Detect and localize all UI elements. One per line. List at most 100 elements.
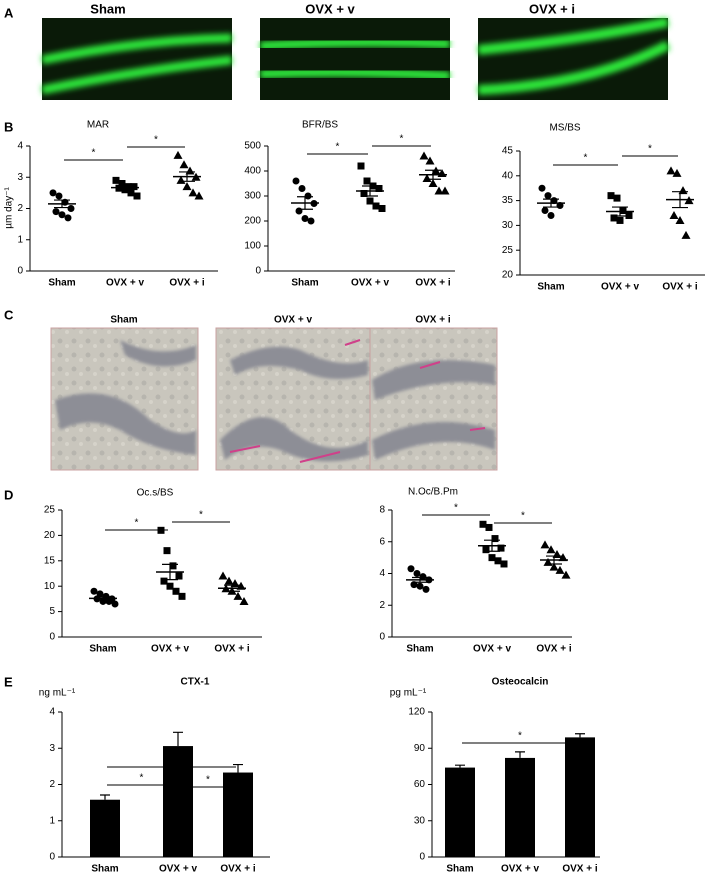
data-point — [166, 582, 174, 590]
data-point — [500, 560, 508, 568]
x-tick-label: OVX + i — [536, 644, 572, 655]
error-bar — [546, 555, 562, 565]
bar — [90, 799, 120, 857]
x-tick-label: Sham — [291, 278, 318, 289]
data-point — [538, 184, 546, 192]
data-point — [547, 211, 555, 219]
error-bar — [612, 206, 628, 217]
data-point — [613, 194, 621, 202]
y-axis-label: ng mL⁻¹ — [39, 688, 76, 699]
data-point — [419, 151, 429, 160]
panel-label: C — [4, 307, 14, 322]
data-point — [178, 592, 186, 600]
y-tick-label: 200 — [244, 216, 261, 227]
panel-label: D — [4, 487, 13, 502]
data-point — [607, 192, 615, 200]
y-tick-label: 0 — [17, 266, 23, 277]
data-point — [127, 189, 135, 197]
data-point — [188, 188, 198, 197]
bar — [565, 737, 595, 857]
data-point — [491, 535, 499, 543]
y-tick-label: 30 — [414, 815, 426, 826]
data-point — [672, 168, 682, 177]
data-point — [675, 215, 685, 224]
data-point — [407, 565, 415, 573]
y-tick-label: 5 — [49, 606, 55, 617]
y-tick-label: 45 — [502, 146, 514, 157]
data-point — [561, 570, 571, 579]
data-point — [549, 562, 559, 571]
x-tick-label: OVX + v — [106, 278, 145, 289]
fluorescence-images: Sham OVX + v OVX + i — [41, 1, 671, 100]
chart-title: N.Oc/B.Pm — [408, 487, 458, 498]
data-point — [546, 545, 556, 554]
error-bar — [162, 563, 178, 581]
y-tick-label: 40 — [502, 170, 514, 181]
y-tick-label: 0 — [255, 266, 261, 277]
y-tick-label: 30 — [502, 220, 514, 231]
y-tick-label: 15 — [44, 555, 56, 566]
y-tick-label: 1 — [49, 815, 55, 826]
y-tick-label: 3 — [17, 172, 23, 183]
data-point — [304, 192, 312, 200]
data-point — [543, 557, 553, 566]
data-point — [378, 205, 386, 212]
y-tick-label: 4 — [17, 141, 23, 152]
error-bar — [543, 198, 559, 208]
y-tick-label: 4 — [379, 568, 385, 579]
data-point — [64, 214, 72, 222]
significance-label: * — [400, 134, 404, 145]
y-tick-label: 2 — [17, 203, 23, 214]
error-bar — [297, 196, 313, 210]
error-bar — [575, 733, 585, 738]
data-point — [112, 176, 120, 184]
data-point — [425, 156, 435, 165]
y-tick-label: 400 — [244, 166, 261, 177]
x-tick-label: OVX + v — [159, 864, 198, 875]
y-tick-label: 60 — [414, 779, 426, 790]
data-point — [96, 590, 104, 598]
data-point — [239, 596, 249, 605]
data-point — [434, 186, 444, 195]
data-point — [479, 520, 487, 528]
data-point — [363, 177, 371, 185]
data-point — [160, 577, 168, 585]
x-tick-label: OVX + v — [151, 644, 190, 655]
data-point — [55, 192, 63, 200]
y-tick-label: 0 — [49, 852, 55, 863]
chart-title: Oc.s/BS — [137, 488, 174, 499]
significance-label: * — [92, 148, 96, 159]
data-point — [111, 600, 119, 608]
y-axis-label: pg mL⁻¹ — [390, 688, 427, 699]
data-point — [233, 591, 243, 600]
data-point — [169, 562, 177, 570]
error-bar — [54, 199, 70, 209]
x-tick-label: OVX + i — [214, 644, 250, 655]
error-bar — [224, 584, 240, 592]
x-tick-label: Sham — [406, 644, 433, 655]
data-point — [182, 182, 192, 191]
x-tick-label: OVX + v — [601, 282, 640, 293]
significance-label: * — [454, 503, 458, 514]
data-point — [179, 160, 189, 169]
data-point — [410, 581, 418, 589]
data-point — [366, 197, 374, 205]
data-point — [49, 189, 57, 197]
data-point — [440, 186, 450, 195]
data-point — [375, 185, 383, 192]
data-point — [625, 211, 633, 219]
data-point — [419, 573, 427, 581]
error-bar — [455, 764, 465, 768]
x-tick-label: OVX + v — [351, 278, 390, 289]
significance-label: * — [518, 731, 522, 742]
error-bar — [672, 191, 688, 209]
x-tick-label: Sham — [89, 644, 116, 655]
data-point — [413, 570, 421, 577]
data-point — [428, 179, 438, 187]
data-point — [292, 177, 300, 185]
data-point — [372, 202, 380, 210]
bar — [223, 772, 253, 857]
y-tick-label: 0 — [419, 852, 425, 863]
x-tick-label: Sham — [446, 864, 473, 875]
